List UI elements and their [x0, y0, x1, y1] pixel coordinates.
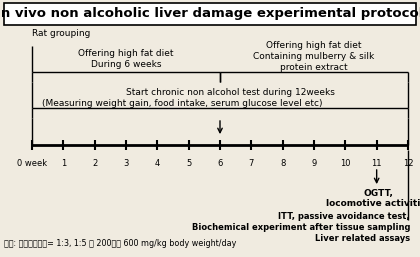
Text: 11: 11	[371, 159, 382, 168]
Text: 1: 1	[61, 159, 66, 168]
Text: 0 week: 0 week	[17, 159, 47, 168]
Text: 6: 6	[217, 159, 223, 168]
Text: protein extract: protein extract	[280, 62, 348, 71]
Text: In vivo non alcoholic liver damage experimental protocol: In vivo non alcoholic liver damage exper…	[0, 7, 420, 21]
Text: ITT, passive avoidance test,: ITT, passive avoidance test,	[278, 212, 410, 221]
Text: 오다: 실크아미노산= 1:3, 1:5 로 200이나 600 mg/kg body weight/day: 오다: 실크아미노산= 1:3, 1:5 로 200이나 600 mg/kg b…	[4, 239, 236, 248]
Text: OGTT,: OGTT,	[364, 189, 394, 198]
Text: Rat grouping: Rat grouping	[32, 29, 90, 38]
Text: Containing mulberry & silk: Containing mulberry & silk	[253, 52, 375, 61]
Text: locomotive activities: locomotive activities	[326, 199, 420, 208]
Text: Biochemical experiment after tissue sampling: Biochemical experiment after tissue samp…	[192, 223, 410, 232]
Text: 3: 3	[123, 159, 129, 168]
Text: Offering high fat diet: Offering high fat diet	[266, 41, 362, 50]
FancyBboxPatch shape	[4, 3, 416, 25]
Text: 9: 9	[311, 159, 317, 168]
Text: 12: 12	[403, 159, 413, 168]
Text: 7: 7	[249, 159, 254, 168]
Text: During 6 weeks: During 6 weeks	[91, 60, 161, 69]
Text: 10: 10	[340, 159, 351, 168]
Text: 5: 5	[186, 159, 191, 168]
Text: 2: 2	[92, 159, 97, 168]
Text: (Measuring weight gain, food intake, serum glucose level etc): (Measuring weight gain, food intake, ser…	[42, 98, 323, 107]
Text: 4: 4	[155, 159, 160, 168]
Text: 8: 8	[280, 159, 285, 168]
Text: Start chronic non alcohol test during 12weeks: Start chronic non alcohol test during 12…	[126, 88, 335, 97]
Text: Liver related assays: Liver related assays	[315, 234, 410, 243]
Text: Offering high fat diet: Offering high fat diet	[78, 49, 174, 58]
